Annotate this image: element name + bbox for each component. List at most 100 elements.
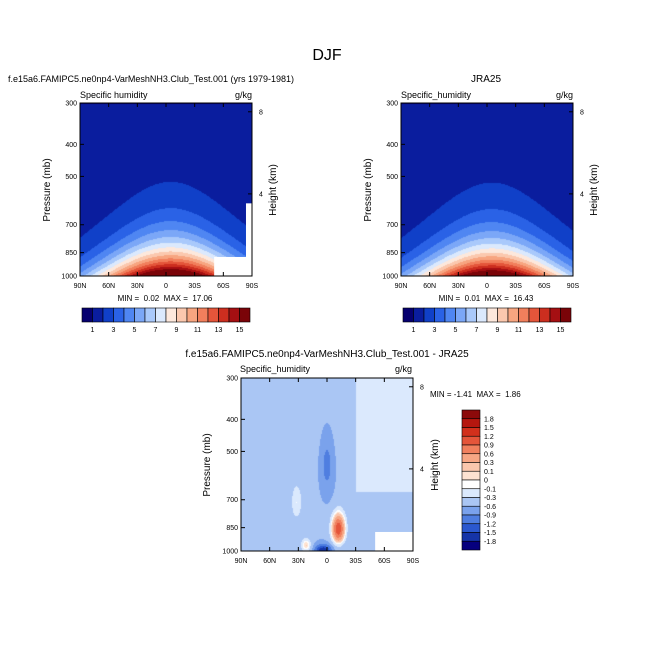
colorbar-label: 1 (412, 327, 416, 334)
panel-units-label: g/kg (395, 364, 412, 374)
colorbar-swatch (186, 307, 198, 323)
x-tick-label: 30S (349, 558, 362, 565)
colorbar-swatch (239, 307, 251, 323)
colorbar-swatch (461, 505, 481, 516)
plot-area: 90N 60N 30N 0 30S 60S 90S 300 400 500 700 850 1000 8 4 (61, 101, 263, 291)
y-tick-label: 400 (65, 142, 77, 149)
colorbar-label: 0.3 (484, 460, 494, 467)
colorbar-swatch (461, 418, 481, 428)
colorbar-humidity-left: 1 3 5 7 9 11 13 15 (81, 307, 251, 334)
min-max-label: MIN = 0.02 MAX = 17.06 (118, 294, 213, 303)
y-tick-label: 500 (386, 174, 398, 181)
colorbar-swatch (176, 307, 188, 323)
panel-title: JRA25 (471, 74, 501, 85)
colorbar-label: 5 (133, 327, 137, 334)
colorbar-swatch (528, 307, 540, 323)
x-tick-label: 0 (485, 283, 489, 290)
colorbar-label: -0.9 (484, 513, 496, 520)
x-tick-label: 90S (246, 283, 259, 290)
y-axis-label: Pressure (mb) (42, 158, 53, 221)
panel-units-label: g/kg (235, 90, 252, 100)
colorbar-swatch (539, 307, 551, 323)
x-tick-label: 60N (263, 558, 276, 565)
x-tick-label: 0 (164, 283, 168, 290)
height-tick-label: 8 (580, 109, 584, 116)
panel-difference: f.e15a6.FAMIPC5.ne0np4-VarMeshNH3.Club_T… (185, 349, 521, 565)
colorbar-swatch (465, 307, 477, 323)
colorbar-swatch (461, 435, 481, 446)
panel-model: f.e15a6.FAMIPC5.ne0np4-VarMeshNH3.Club_T… (8, 74, 294, 303)
height-tick-label: 4 (580, 191, 584, 198)
colorbar-label: -0.3 (484, 495, 496, 502)
colorbar-swatch (461, 523, 481, 533)
colorbar-swatch (455, 307, 467, 323)
colorbar-label: 0 (484, 478, 488, 485)
panel-variable-label: Specific humidity (80, 90, 148, 100)
x-tick-label: 90S (407, 558, 420, 565)
colorbar-label: -1.8 (484, 539, 496, 546)
y-tick-label: 700 (226, 497, 238, 504)
colorbar-label: 1 (91, 327, 95, 334)
colorbar-swatch (123, 307, 135, 323)
colorbar-label: 3 (433, 327, 437, 334)
missing-data-mask (245, 203, 252, 276)
y-tick-label: 500 (226, 449, 238, 456)
colorbar-swatch (476, 307, 488, 323)
missing-data-mask (375, 531, 413, 551)
colorbar-swatch (461, 462, 481, 472)
colorbar-label: -1.5 (484, 530, 496, 537)
height-tick-label: 8 (420, 384, 424, 391)
y-tick-label: 300 (65, 101, 77, 108)
y-axis-label: Pressure (mb) (202, 433, 213, 496)
colorbar-swatch (423, 307, 435, 323)
x-tick-label: 60S (538, 283, 551, 290)
x-tick-label: 90N (395, 283, 408, 290)
chart-title: DJF (312, 47, 342, 64)
colorbar-humidity-right: 1 3 5 7 9 11 13 15 (402, 307, 572, 334)
colorbar-swatch (413, 307, 425, 323)
colorbar-label: 13 (536, 327, 544, 334)
y-axis-right-label: Height (km) (268, 164, 279, 216)
y-tick-label: 400 (226, 417, 238, 424)
colorbar-swatch (165, 307, 177, 323)
panel-title: f.e15a6.FAMIPC5.ne0np4-VarMeshNH3.Club_T… (185, 349, 469, 360)
x-tick-label: 60S (378, 558, 391, 565)
x-tick-label: 30N (452, 283, 465, 290)
plot-area: 90N 60N 30N 0 30S 60S 90S 300 400 500 700 850 1000 8 4 (222, 376, 424, 566)
colorbar-label: 1.5 (484, 425, 494, 432)
colorbar-swatch (461, 532, 481, 542)
colorbar-difference: 1.81.51.20.90.60.30.10-0.1-0.3-0.6-0.9-1… (461, 409, 496, 551)
x-tick-label: 30S (188, 283, 201, 290)
colorbar-label: 15 (557, 327, 565, 334)
missing-data-mask (214, 256, 252, 276)
y-tick-label: 300 (226, 376, 238, 383)
colorbar-swatch (102, 307, 114, 323)
height-tick-label: 8 (259, 109, 263, 116)
panel-variable-label: Specific_humidity (240, 364, 311, 374)
panel-title: f.e15a6.FAMIPC5.ne0np4-VarMeshNH3.Club_T… (8, 74, 294, 84)
y-axis-right-label: Height (km) (589, 164, 600, 216)
y-tick-label: 1000 (222, 549, 238, 556)
colorbar-label: -0.6 (484, 504, 496, 511)
y-tick-label: 1000 (382, 274, 398, 281)
y-axis-right-label: Height (km) (430, 439, 441, 491)
colorbar-swatch (486, 307, 498, 323)
x-tick-label: 60N (102, 283, 115, 290)
colorbar-label: 9 (175, 327, 179, 334)
colorbar-label: 5 (454, 327, 458, 334)
colorbar-swatch (461, 444, 481, 455)
colorbar-swatch (402, 307, 414, 323)
x-tick-label: 60N (423, 283, 436, 290)
colorbar-swatch (92, 307, 104, 323)
colorbar-swatch (461, 497, 481, 507)
colorbar-swatch (497, 307, 509, 323)
plot-area: 90N 60N 30N 0 30S 60S 90S 300 400 500 700 850 1000 8 4 (382, 101, 584, 291)
colorbar-label: 0.9 (484, 443, 494, 450)
y-tick-label: 700 (386, 222, 398, 229)
min-max-label: MIN = 0.01 MAX = 16.43 (439, 294, 534, 303)
colorbar-swatch (461, 453, 481, 463)
colorbar-label: 13 (215, 327, 223, 334)
colorbar-swatch (461, 488, 481, 498)
colorbar-label: 0.1 (484, 469, 494, 476)
colorbar-swatch (81, 307, 93, 323)
